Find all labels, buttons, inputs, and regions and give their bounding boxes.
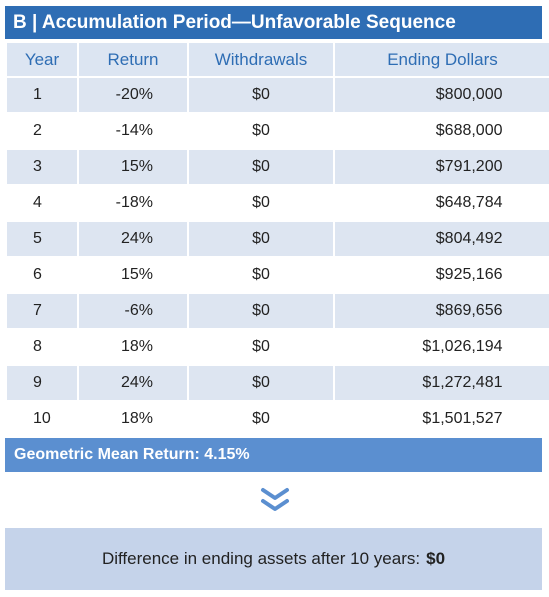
difference-summary: Difference in ending assets after 10 yea… <box>5 528 542 590</box>
cell-return-value: 24% <box>120 230 153 247</box>
cell-withdrawals: $0 <box>189 294 333 328</box>
cell-return: 24% <box>79 222 187 256</box>
cell-withdrawals: $0 <box>189 114 333 148</box>
table-row: 8 18% $0 $1,026,194 <box>7 330 549 364</box>
cell-year: 2 <box>7 114 77 148</box>
table-row: 7 -6% $0 $869,656 <box>7 294 549 328</box>
cell-ending-value: $648,784 <box>435 194 503 211</box>
cell-withdrawals: $0 <box>189 222 333 256</box>
cell-return: -14% <box>79 114 187 148</box>
cell-withdrawals: $0 <box>189 330 333 364</box>
cell-ending-dollars: $925,166 <box>335 258 549 292</box>
cell-withdrawals: $0 <box>189 150 333 184</box>
cell-ending-dollars: $1,272,481 <box>335 366 549 400</box>
cell-ending-value: $869,656 <box>435 302 503 319</box>
cell-return: -18% <box>79 186 187 220</box>
cell-return-value: 15% <box>120 158 153 175</box>
cell-ending-value: $1,026,194 <box>422 338 503 355</box>
cell-ending-dollars: $688,000 <box>335 114 549 148</box>
cell-year: 10 <box>7 402 77 436</box>
cell-year: 7 <box>7 294 77 328</box>
table-row: 1 -20% $0 $800,000 <box>7 78 549 112</box>
cell-ending-dollars: $869,656 <box>335 294 549 328</box>
cell-return: 18% <box>79 402 187 436</box>
table-row: 6 15% $0 $925,166 <box>7 258 549 292</box>
cell-ending-dollars: $648,784 <box>335 186 549 220</box>
cell-withdrawals: $0 <box>189 366 333 400</box>
cell-ending-value: $925,166 <box>435 266 503 283</box>
cell-ending-value: $791,200 <box>435 158 503 175</box>
cell-return: 18% <box>79 330 187 364</box>
cell-return: 24% <box>79 366 187 400</box>
difference-label: Difference in ending assets after 10 yea… <box>101 549 421 568</box>
cell-return: -20% <box>79 78 187 112</box>
cell-withdrawals: $0 <box>189 78 333 112</box>
cell-withdrawals: $0 <box>189 402 333 436</box>
cell-withdrawals: $0 <box>189 186 333 220</box>
cell-return-value: 15% <box>120 266 153 283</box>
cell-ending-dollars: $1,501,527 <box>335 402 549 436</box>
cell-year: 5 <box>7 222 77 256</box>
cell-return-value: -6% <box>124 302 153 319</box>
cell-year: 6 <box>7 258 77 292</box>
header-return: Return <box>79 43 187 76</box>
cell-year: 9 <box>7 366 77 400</box>
cell-ending-dollars: $800,000 <box>335 78 549 112</box>
table-header-row: Year Return Withdrawals Ending Dollars <box>7 43 549 76</box>
table-row: 3 15% $0 $791,200 <box>7 150 549 184</box>
cell-ending-value: $800,000 <box>435 86 503 103</box>
cell-return-value: 18% <box>120 410 153 427</box>
cell-ending-dollars: $804,492 <box>335 222 549 256</box>
cell-return-value: -20% <box>115 86 153 103</box>
table-row: 10 18% $0 $1,501,527 <box>7 402 549 436</box>
table-row: 9 24% $0 $1,272,481 <box>7 366 549 400</box>
cell-return: 15% <box>79 150 187 184</box>
table-row: 5 24% $0 $804,492 <box>7 222 549 256</box>
table-title: B | Accumulation Period—Unfavorable Sequ… <box>5 6 542 39</box>
cell-return-value: 18% <box>120 338 153 355</box>
cell-return: 15% <box>79 258 187 292</box>
cell-ending-value: $688,000 <box>435 122 503 139</box>
table-row: 4 -18% $0 $648,784 <box>7 186 549 220</box>
cell-ending-value: $1,272,481 <box>422 374 503 391</box>
double-chevron-down-icon <box>261 488 289 511</box>
cell-ending-dollars: $791,200 <box>335 150 549 184</box>
cell-return-value: 24% <box>120 374 153 391</box>
table-row: 2 -14% $0 $688,000 <box>7 114 549 148</box>
difference-value: $0 <box>426 549 446 568</box>
cell-year: 8 <box>7 330 77 364</box>
cell-withdrawals: $0 <box>189 258 333 292</box>
cell-year: 1 <box>7 78 77 112</box>
cell-year: 3 <box>7 150 77 184</box>
cell-ending-value: $804,492 <box>435 230 503 247</box>
sequence-table: Year Return Withdrawals Ending Dollars 1… <box>5 41 549 438</box>
header-withdrawals: Withdrawals <box>189 43 333 76</box>
table-body: 1 -20% $0 $800,000 2 -14% $0 $688,000 3 15% $0 $791… <box>7 78 549 436</box>
cell-ending-dollars: $1,026,194 <box>335 330 549 364</box>
cell-return: -6% <box>79 294 187 328</box>
geometric-mean-bar: Geometric Mean Return: 4.15% <box>5 438 542 472</box>
header-year: Year <box>7 43 77 76</box>
cell-return-value: -18% <box>115 194 153 211</box>
cell-year: 4 <box>7 186 77 220</box>
header-ending-dollars: Ending Dollars <box>335 43 549 76</box>
cell-ending-value: $1,501,527 <box>422 410 503 427</box>
cell-return-value: -14% <box>115 122 153 139</box>
